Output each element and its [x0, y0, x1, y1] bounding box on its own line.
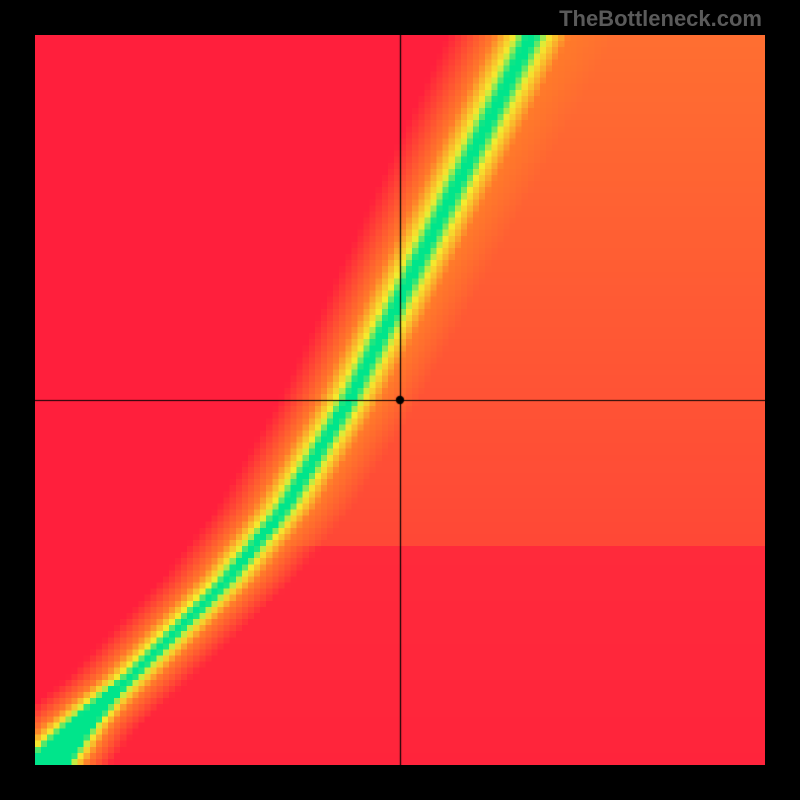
- bottleneck-heatmap: [35, 35, 765, 765]
- chart-container: TheBottleneck.com: [0, 0, 800, 800]
- watermark-text: TheBottleneck.com: [559, 6, 762, 32]
